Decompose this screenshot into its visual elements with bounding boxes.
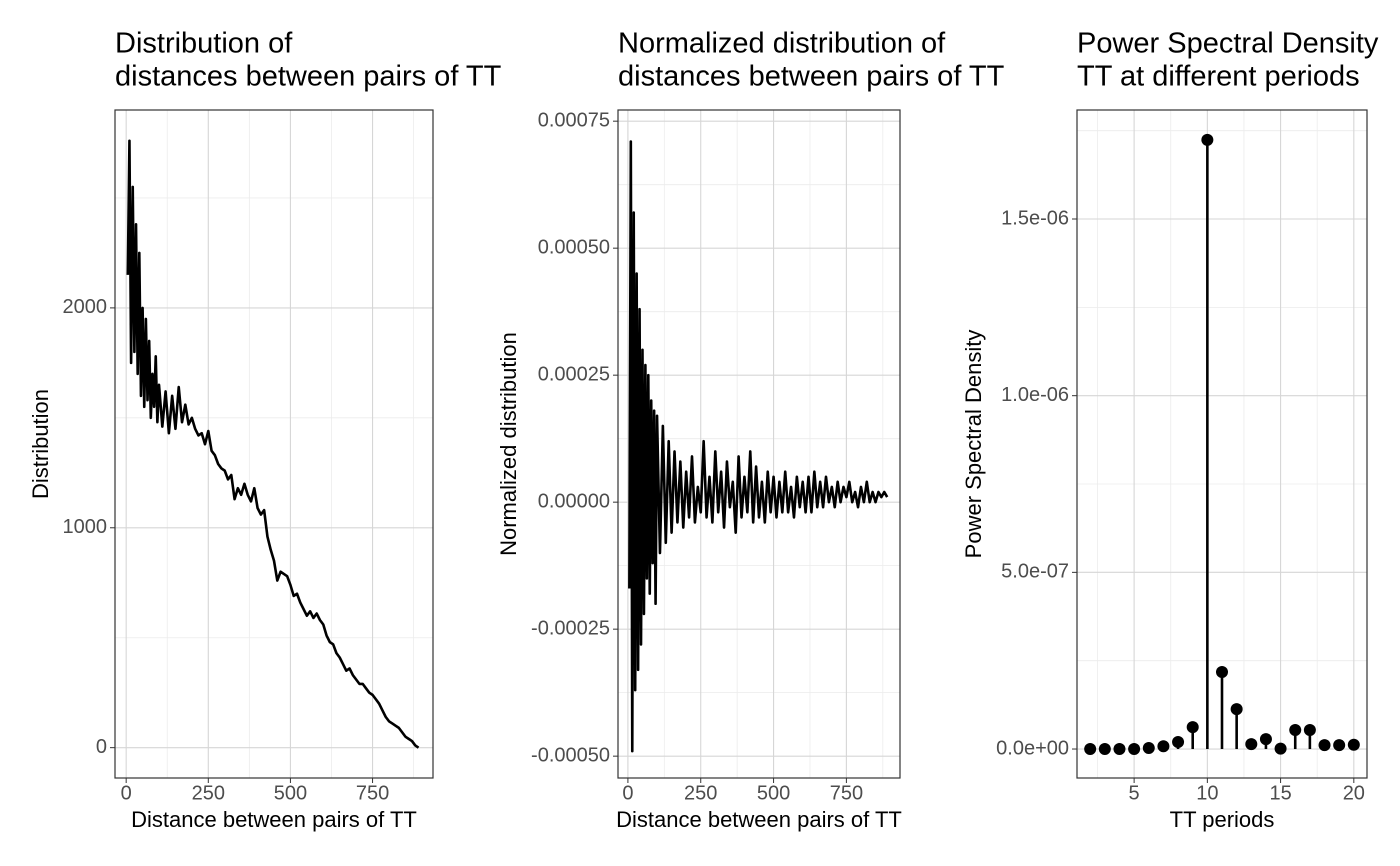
point	[1259, 733, 1272, 746]
point	[1098, 743, 1111, 756]
y-axis-title: Normalized distribution	[496, 332, 521, 556]
chart-title: Normalized distribution of	[618, 28, 946, 60]
chart-title: Power Spectral Density	[1077, 28, 1379, 60]
y-tick-label: 0.00075	[538, 109, 610, 131]
point	[1113, 743, 1126, 756]
y-tick-label: 1.0e-06	[1001, 384, 1069, 406]
point	[1186, 721, 1199, 734]
x-axis-title: TT periods	[1170, 807, 1275, 832]
x-tick-label: 20	[1343, 782, 1365, 804]
point	[1216, 665, 1228, 678]
x-tick-label: 5	[1129, 782, 1140, 804]
y-tick-label: 0.0e+00	[996, 737, 1069, 759]
x-axis-title: Distance between pairs of TT	[616, 807, 902, 832]
x-tick-label: 250	[684, 782, 717, 804]
y-tick-label: 0.00050	[538, 236, 610, 258]
panel-border	[1076, 109, 1368, 779]
chart-title: TT at different periods	[1077, 61, 1360, 93]
point	[1303, 723, 1316, 736]
x-tick-label: 10	[1196, 782, 1218, 804]
panel-border	[114, 109, 434, 779]
y-axis-title: Distribution	[28, 389, 53, 499]
x-tick-label: 0	[622, 782, 633, 804]
y-tick-label: -0.00025	[531, 617, 610, 639]
y-tick-label: 0	[96, 736, 107, 758]
x-tick-label: 750	[356, 782, 389, 804]
y-tick-label: 1.5e-06	[1001, 207, 1069, 229]
point	[1318, 739, 1331, 752]
point	[1333, 739, 1346, 752]
y-tick-label: 0.00000	[538, 490, 610, 512]
point	[1142, 741, 1155, 754]
point	[1172, 735, 1185, 748]
x-tick-label: 0	[121, 782, 132, 804]
point	[1274, 742, 1287, 755]
point	[1201, 133, 1214, 146]
x-tick-label: 500	[274, 782, 307, 804]
y-tick-label: 1000	[63, 516, 108, 538]
x-tick-label: 250	[192, 782, 225, 804]
point	[1157, 740, 1170, 753]
x-tick-label: 500	[757, 782, 790, 804]
x-tick-label: 15	[1269, 782, 1291, 804]
y-axis-title: Power Spectral Density	[961, 330, 986, 559]
point	[1128, 743, 1141, 756]
y-tick-label: 0.00025	[538, 363, 610, 385]
chart-title: Distribution of	[115, 28, 293, 60]
chart-title: distances between pairs of TT	[618, 61, 1005, 93]
data-line	[126, 139, 420, 749]
point	[1245, 738, 1258, 751]
point	[1230, 703, 1243, 716]
point	[1289, 723, 1302, 736]
x-axis-title: Distance between pairs of TT	[131, 807, 417, 832]
chart-title: distances between pairs of TT	[115, 61, 502, 93]
panel-border	[617, 109, 901, 779]
point	[1347, 738, 1360, 751]
y-tick-label: -0.00050	[531, 744, 610, 766]
y-tick-label: 5.0e-07	[1001, 561, 1069, 583]
point	[1084, 743, 1097, 756]
x-tick-label: 750	[830, 782, 863, 804]
data-line	[628, 140, 889, 753]
y-tick-label: 2000	[63, 296, 108, 318]
